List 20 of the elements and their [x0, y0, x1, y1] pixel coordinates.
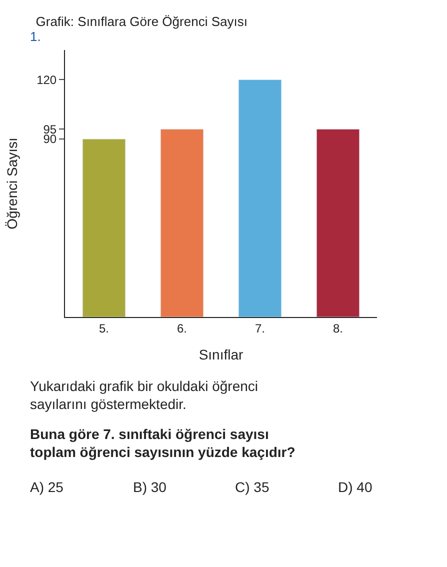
y-axis-title: Öğrenci Sayısı	[4, 138, 20, 230]
text: Yukarıdaki grafik bir okuldaki öğrenci sayılarını göstermektedir.	[30, 378, 258, 412]
x-tick-label: 6.	[176, 321, 188, 336]
x-tick-label: 8.	[332, 321, 344, 336]
bar	[238, 79, 282, 317]
text: 1.	[30, 29, 41, 44]
x-axis-title: Sınıflar	[198, 346, 244, 363]
y-tick-label: 90	[43, 132, 57, 146]
text: A) 25	[30, 479, 64, 495]
text: C) 35	[235, 479, 270, 495]
text: B) 30	[133, 479, 167, 495]
bar	[316, 128, 360, 317]
chart-title: Grafik: Sınıflara Göre Öğrenci Sayısı	[36, 14, 248, 30]
x-tick-label: 5.	[98, 321, 110, 336]
bar	[82, 138, 126, 317]
text: Buna göre 7. sınıftaki öğrenci sayısı toplam öğrenci sayısının yüzde kaçıdır?	[30, 426, 296, 460]
x-tick-label: 7.	[254, 321, 266, 336]
y-tick-label: 120	[36, 72, 57, 87]
text: D) 40	[338, 479, 372, 495]
bar	[160, 128, 204, 317]
